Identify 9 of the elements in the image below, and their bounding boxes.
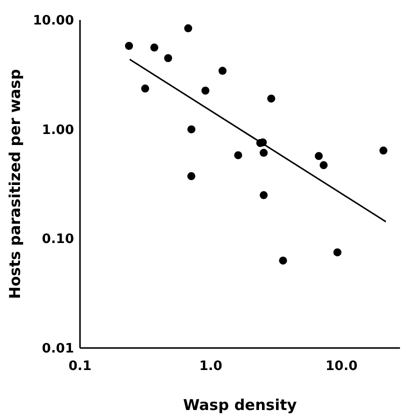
y-tick-label: 0.01 <box>42 342 74 357</box>
x-tick-label: 10.0 <box>325 359 358 374</box>
y-tick-label: 0.10 <box>42 232 74 248</box>
y-tick-label: 10.00 <box>32 14 74 29</box>
y-tick-label: 1.00 <box>42 122 74 138</box>
y-axis-title: Hosts parasitized per wasp <box>6 68 24 299</box>
x-axis-title: Wasp density <box>183 396 298 414</box>
x-tick-label: 1.0 <box>199 359 222 374</box>
x-tick-label: 0.1 <box>68 359 92 374</box>
